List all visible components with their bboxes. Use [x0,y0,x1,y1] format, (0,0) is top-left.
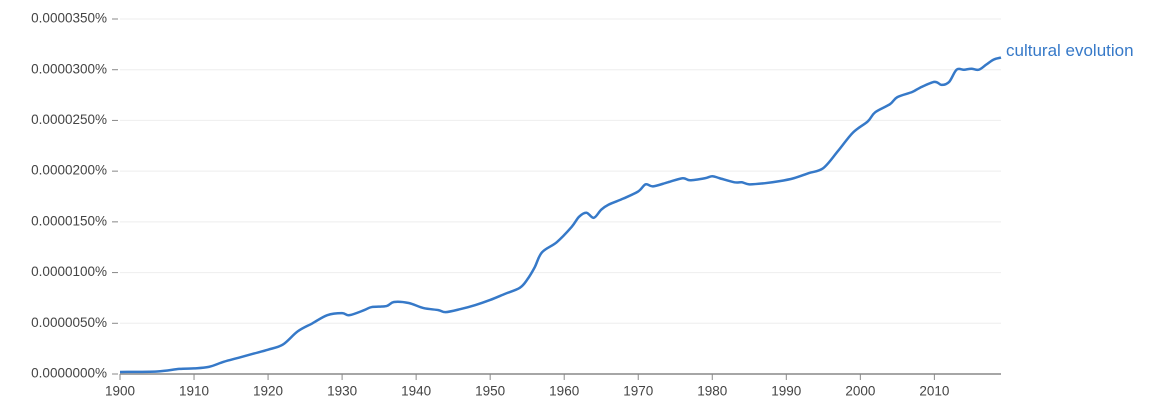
y-tick-label: 0.0000150% [31,213,107,228]
y-tick-label: 0.0000200% [31,163,107,178]
x-tick-label: 1940 [401,384,431,399]
x-tick-label: 1950 [475,384,505,399]
x-tick-label: 1990 [771,384,801,399]
x-tick-label: 1920 [253,384,283,399]
y-tick-label: 0.0000050% [31,315,107,330]
x-tick-label: 2010 [919,384,949,399]
y-tick-label: 0.0000350% [31,11,107,26]
x-tick-label: 1980 [697,384,727,399]
y-tick-label: 0.0000000% [31,366,107,381]
x-tick-label: 2000 [845,384,875,399]
x-tick-label: 1930 [327,384,357,399]
y-tick-label: 0.0000300% [31,61,107,76]
x-tick-label: 1970 [623,384,653,399]
y-tick-label: 0.0000100% [31,264,107,279]
series-line [119,56,1002,374]
x-tick-label: 1900 [105,384,135,399]
series-label: cultural evolution [1006,41,1134,60]
x-tick-label: 1960 [549,384,579,399]
y-tick-label: 0.0000250% [31,112,107,127]
x-tick-label: 1910 [179,384,209,399]
